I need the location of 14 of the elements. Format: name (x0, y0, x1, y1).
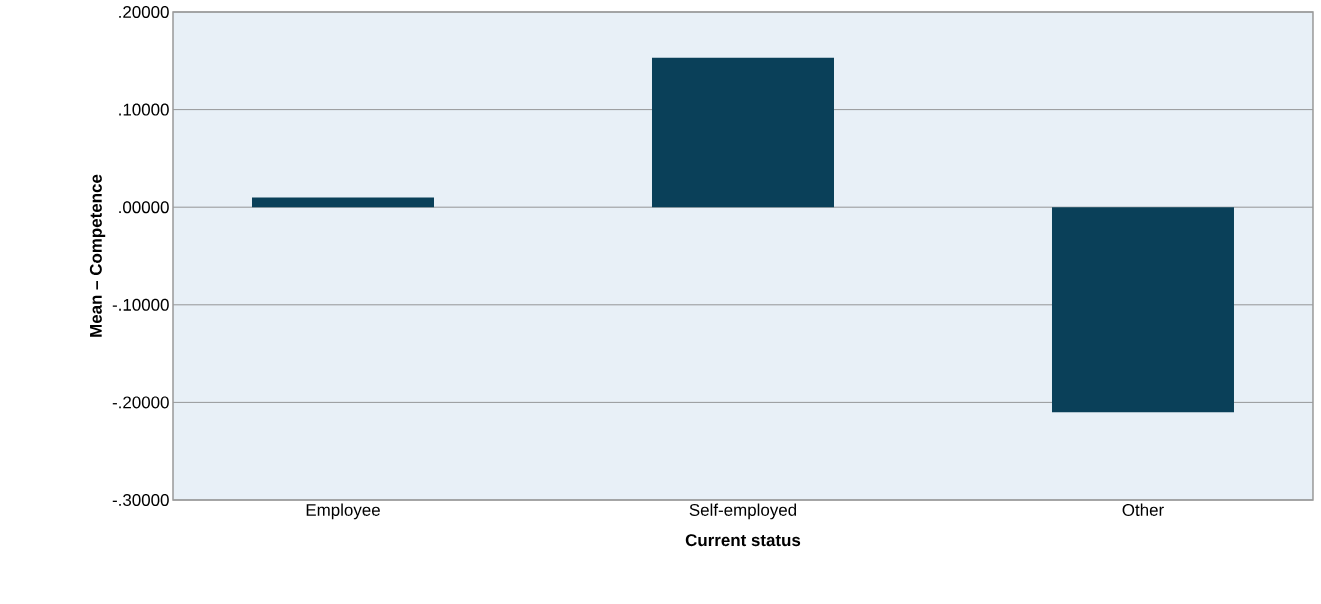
y-tick-label: .00000 (119, 201, 169, 214)
x-axis-title: Current status (685, 534, 801, 547)
y-axis-title: Mean – Competence (89, 174, 106, 337)
bar (651, 57, 834, 208)
x-tick-label: Other (1122, 503, 1164, 516)
x-tick-label: Employee (306, 503, 380, 520)
bar (1051, 207, 1234, 413)
y-tick-label: .10000 (119, 103, 169, 116)
y-tick-label: .20000 (119, 5, 169, 18)
y-tick-label: -.30000 (112, 494, 169, 506)
y-tick-label: -.10000 (112, 298, 169, 311)
x-tick-label: Self-employed (689, 503, 797, 520)
y-tick-label: -.20000 (112, 396, 169, 409)
bar (252, 197, 434, 208)
